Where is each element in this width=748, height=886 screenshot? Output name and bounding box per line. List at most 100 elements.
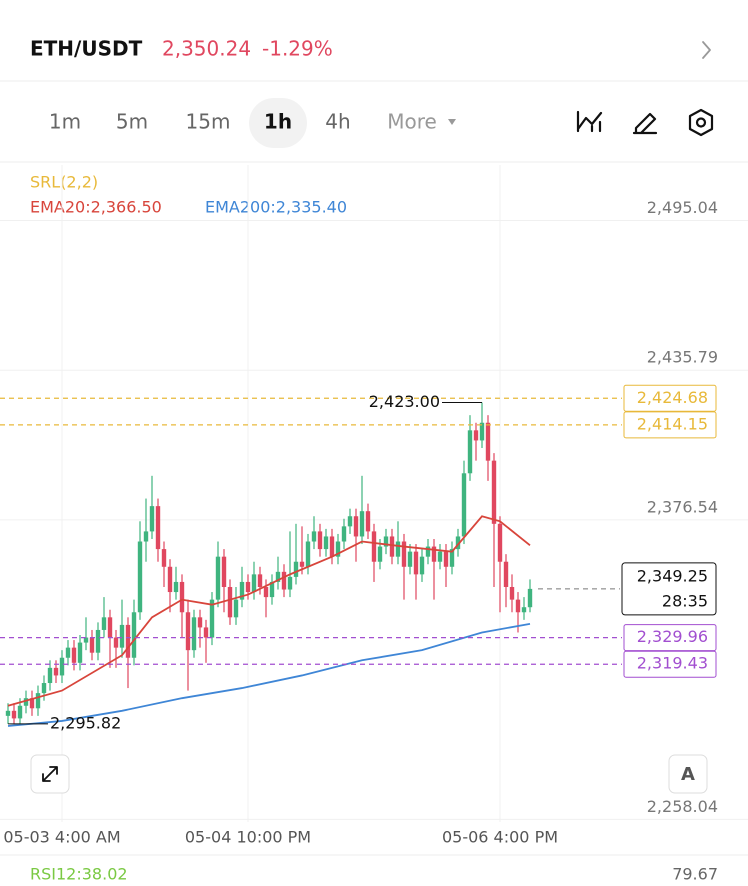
rsi-value: 79.67 [672,865,718,883]
y-tick-label: 2,435.79 [647,348,718,367]
candle-body [23,698,29,706]
symbol[interactable]: ETH/USDT [30,37,143,61]
candle-body [299,561,305,567]
candle-body [395,541,401,557]
candle-body [83,637,89,643]
candle-body [71,647,77,663]
candle-body [209,599,215,638]
candle-body [233,599,239,618]
candle-body [221,556,227,587]
candle-body [125,624,131,658]
rsi-label: RSI12:38.02 [30,865,128,883]
candle-body [521,607,527,613]
candle-body [383,536,389,547]
candle-body [413,551,419,575]
expand-button[interactable] [30,754,70,794]
candle-body [461,473,467,537]
auto-button[interactable]: A [668,754,708,794]
level-label: 2,424.68 [637,388,708,407]
plot-area [5,402,533,727]
timeframe-tab[interactable]: 1m [49,110,81,134]
level-label: 2,414.15 [637,414,708,433]
timeframe-tab[interactable]: 5m [116,110,148,134]
candle-body [107,617,113,638]
level-box [623,384,717,412]
candle-body [497,523,503,562]
x-tick-label: 05-04 10:00 PM [185,828,311,847]
draw-icon[interactable] [632,112,658,135]
candle-body [515,599,521,613]
candle-body [443,551,449,567]
timeframe-tab[interactable]: 1h [264,110,292,134]
timeframe-tab[interactable]: More [387,110,437,134]
candle-body [29,698,35,709]
candle-body [53,667,59,676]
y-tick-label: 2,258.04 [647,797,718,816]
candle-body [35,693,41,709]
candle-body [503,561,509,587]
candle-body [185,612,191,651]
level-label: 2,329.96 [637,627,708,646]
dropdown-arrow[interactable] [448,119,456,125]
candle-body [305,541,311,567]
candle-body [329,536,335,557]
candle-body [359,511,365,537]
candle-body [203,627,209,638]
candle-body [65,647,71,658]
chevron[interactable] [702,41,711,59]
timeframe-tab[interactable]: 15m [186,110,231,134]
tab-selected-bg [249,98,307,148]
x-tick-label: 05-06 4:00 PM [442,828,558,847]
ema-label: EMA200:2,335.40 [205,198,347,217]
candle-body [155,506,161,550]
candle-body [227,586,233,618]
candle-body [365,511,371,532]
candle-body [119,624,125,648]
level-box [623,650,717,678]
candle-body [191,617,197,651]
candle-body [341,526,347,542]
candle-body [257,574,263,587]
candle-body [485,422,491,461]
candle-body [317,531,323,550]
candle-body [389,536,395,557]
candle-body [173,581,179,593]
candle-body [377,546,383,562]
candle-body [149,506,155,532]
candle-body [11,710,17,719]
settings-icon[interactable] [688,108,714,137]
change: -1.29% [262,37,333,61]
ema-label: EMA20:2,366.50 [30,198,162,217]
candle-body [509,586,515,600]
candle-body [371,531,377,562]
candle-body [527,588,533,608]
candle-body [95,629,101,653]
candle-body [131,612,137,658]
candle-body [287,576,293,590]
candle-body [113,637,119,648]
candle-body [251,574,257,593]
x-tick-label: 05-03 4:00 AM [3,828,120,847]
countdown: 28:35 [662,591,708,610]
candle-body [335,541,341,557]
candle-body [269,581,275,598]
chart-type-icon[interactable] [576,110,603,133]
candle-body [179,581,185,613]
price: 2,350.24 [162,37,251,61]
candle-body [491,460,497,524]
candle-body [347,516,353,527]
candle-body [479,422,485,441]
svg-text:A: A [681,764,695,785]
candle-body [167,566,173,593]
candle-body [197,617,203,628]
candle-body [425,546,431,557]
level-label: 2,319.43 [637,654,708,673]
timeframe-tab[interactable]: 4h [325,110,350,134]
candle-body [143,531,149,542]
candle-body [473,430,479,441]
candle-body [449,549,455,567]
indicator-label: SRL(2,2) [30,173,98,192]
candle-body [353,516,359,537]
candle-body [431,546,437,562]
candle-body [41,683,47,694]
